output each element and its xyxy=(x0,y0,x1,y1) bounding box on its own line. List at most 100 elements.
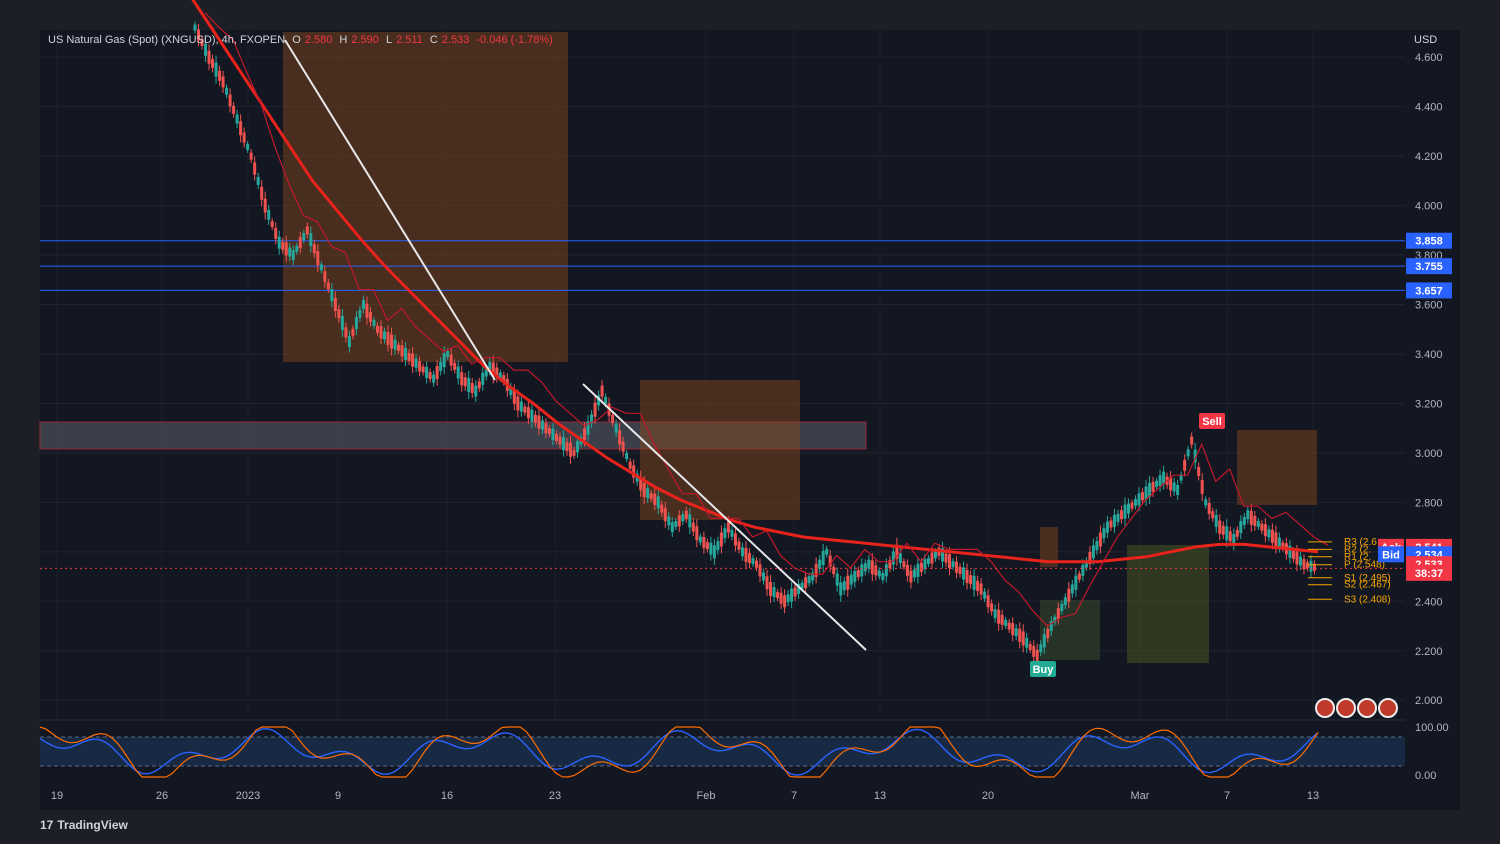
candle-body xyxy=(930,552,934,564)
y-tick-label: 3.200 xyxy=(1415,398,1443,410)
candle-body xyxy=(825,548,829,555)
candle-body xyxy=(1267,529,1271,538)
y-tick-label: 4.600 xyxy=(1415,52,1443,64)
us-flag-icon[interactable] xyxy=(1357,698,1377,718)
candle-body xyxy=(1309,560,1313,572)
candle-body xyxy=(642,483,646,497)
candle-body xyxy=(312,244,316,254)
candle-body xyxy=(239,121,243,136)
oscillator-tick: 100.00 xyxy=(1415,722,1449,734)
candle-body xyxy=(484,368,488,377)
candle-body xyxy=(856,569,860,577)
candle-body xyxy=(249,152,253,160)
candle-body xyxy=(1312,563,1316,571)
high-label: H xyxy=(339,34,348,46)
countdown-badge xyxy=(1406,564,1452,581)
candle-body xyxy=(1053,616,1057,623)
candle-body xyxy=(691,522,695,532)
candle-body xyxy=(1305,562,1309,569)
pivot-label: S3 (2.408) xyxy=(1344,594,1391,605)
sell-label: Sell xyxy=(1202,416,1222,428)
candle-body xyxy=(940,548,944,562)
candle-body xyxy=(1081,564,1085,576)
candle-body xyxy=(1074,575,1078,590)
candle-body xyxy=(368,311,372,322)
x-tick-label: 23 xyxy=(549,790,561,802)
candle-body xyxy=(656,496,660,509)
candle-body xyxy=(811,572,815,581)
symbol-title[interactable]: US Natural Gas (Spot) (XNGUSD), 4h, FXOP… xyxy=(48,34,286,46)
us-flag-icon[interactable] xyxy=(1315,698,1335,718)
candle-body xyxy=(842,581,846,591)
candle-body xyxy=(758,564,762,577)
candle-body xyxy=(572,449,576,456)
candle-body xyxy=(1098,532,1102,547)
candle-body xyxy=(260,186,264,200)
candle-body xyxy=(295,245,299,252)
candle-body xyxy=(1158,475,1162,487)
candle-body xyxy=(211,58,215,68)
price-badge xyxy=(1406,232,1452,249)
price-badge-text: 3.858 xyxy=(1415,236,1443,248)
candle-body xyxy=(663,508,667,522)
low-value: 2.511 xyxy=(396,34,423,46)
candle-body xyxy=(397,344,401,351)
x-tick-label: 20 xyxy=(982,790,994,802)
candle-body xyxy=(344,327,348,338)
candle-body xyxy=(1088,552,1092,565)
candle-body xyxy=(221,76,225,88)
price-badge xyxy=(1406,258,1452,275)
us-flag-icon[interactable] xyxy=(1336,698,1356,718)
candle-body xyxy=(1295,551,1299,565)
candle-body xyxy=(712,545,716,559)
signal-badge xyxy=(1030,661,1056,677)
candle-body xyxy=(225,87,229,95)
candle-body xyxy=(1063,597,1067,606)
candle-body xyxy=(590,414,594,424)
candle-body xyxy=(232,105,236,114)
candle-body xyxy=(1025,637,1029,648)
x-tick-label: Mar xyxy=(1131,790,1150,802)
trendline xyxy=(582,383,867,651)
candle-body xyxy=(425,367,429,379)
candle-body xyxy=(474,385,478,397)
candle-body xyxy=(393,339,397,350)
x-tick-label: 13 xyxy=(874,790,886,802)
candle-body xyxy=(737,541,741,550)
candle-body xyxy=(502,375,506,383)
candle-body xyxy=(1288,545,1292,558)
candle-body xyxy=(404,347,408,360)
currency-label[interactable]: USD xyxy=(1414,34,1438,46)
candle-body xyxy=(923,559,927,570)
candle-body xyxy=(723,528,727,539)
candle-body xyxy=(958,566,962,574)
candle-body xyxy=(235,114,239,124)
candle-body xyxy=(1207,503,1211,515)
candle-body xyxy=(653,493,657,505)
candle-body xyxy=(832,566,836,574)
candle-body xyxy=(565,442,569,452)
candle-body xyxy=(1109,520,1113,528)
candle-body xyxy=(267,209,271,220)
candle-body xyxy=(193,24,197,31)
candle-body xyxy=(418,361,422,372)
candle-body xyxy=(1000,614,1004,625)
us-flag-icon[interactable] xyxy=(1378,698,1398,718)
x-tick-label: 7 xyxy=(1224,790,1230,802)
x-tick-label: 19 xyxy=(51,790,63,802)
y-tick-label: 2.400 xyxy=(1415,596,1443,608)
candle-body xyxy=(1169,477,1173,491)
candle-body xyxy=(1004,619,1008,626)
candle-body xyxy=(526,407,530,419)
candle-body xyxy=(544,423,548,434)
candle-body xyxy=(783,595,787,608)
candle-body xyxy=(1137,493,1141,506)
low-label: L xyxy=(385,34,393,46)
candle-body xyxy=(793,587,797,597)
y-tick-label: 4.200 xyxy=(1415,151,1443,163)
candle-body xyxy=(779,592,783,604)
tradingview-logo[interactable]: 17 TradingView xyxy=(40,818,128,832)
price-badge xyxy=(1406,282,1452,299)
candle-body xyxy=(905,564,909,576)
